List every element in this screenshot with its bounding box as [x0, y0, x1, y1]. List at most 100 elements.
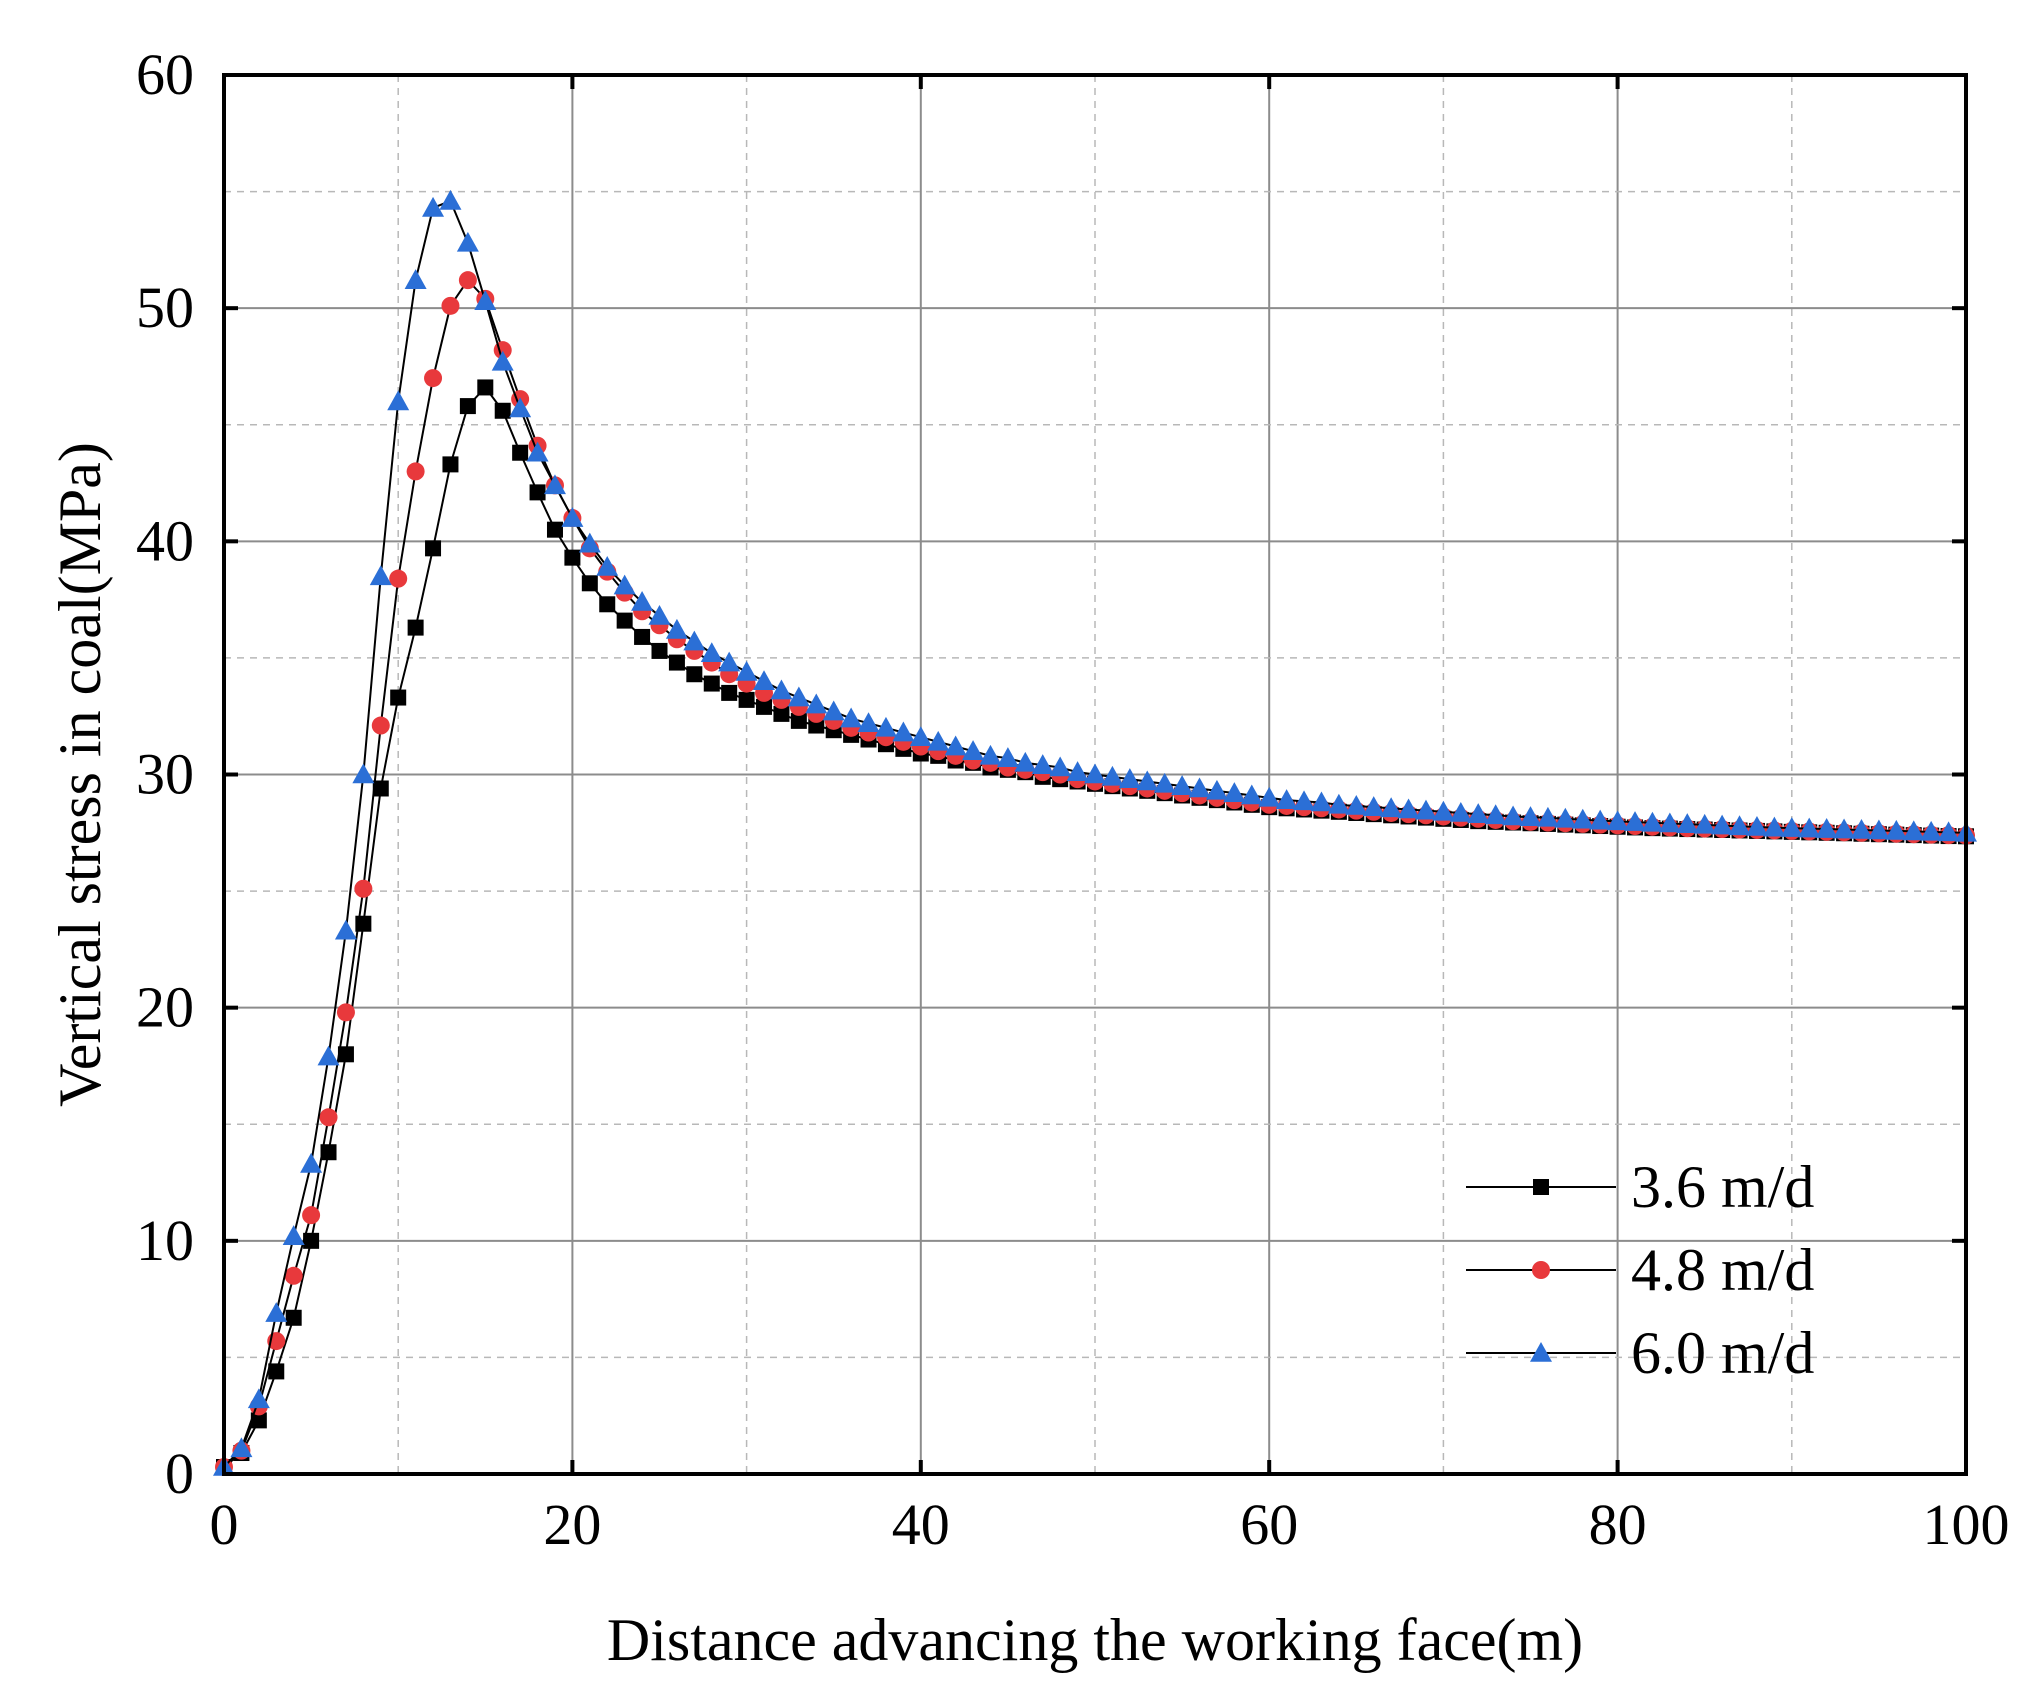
data-point [753, 670, 776, 691]
data-point [387, 390, 410, 411]
data-point [319, 1108, 338, 1127]
data-point [404, 269, 427, 289]
data-point [1275, 789, 1298, 809]
data-point [683, 630, 706, 651]
data-point [1589, 809, 1612, 830]
data-point [631, 590, 654, 611]
data-point [1937, 821, 1960, 842]
data-point [840, 707, 863, 728]
data-point [1223, 782, 1246, 802]
data-point [1397, 798, 1420, 819]
y-tick-label: 50 [136, 275, 194, 340]
data-point [1606, 810, 1629, 831]
data-point [458, 271, 477, 290]
series-layer [213, 189, 1977, 1477]
data-point [1815, 818, 1838, 838]
data-point [790, 712, 807, 729]
data-point [686, 666, 703, 683]
data-point [422, 196, 445, 217]
data-point [1449, 801, 1472, 822]
data-point [529, 484, 546, 501]
legend-item: 3.6 m/d [1466, 1154, 1814, 1220]
legend-marker [1532, 1261, 1550, 1279]
data-point [735, 660, 758, 681]
data-point [1745, 815, 1768, 836]
data-point [369, 565, 392, 586]
x-tick-label: 0 [210, 1492, 239, 1557]
data-point [459, 398, 476, 415]
data-point [491, 350, 514, 371]
data-point [302, 1206, 321, 1225]
data-point [1293, 790, 1316, 811]
data-point [1676, 813, 1699, 833]
data-point [564, 549, 581, 566]
data-point [247, 1388, 270, 1409]
data-point [439, 189, 462, 210]
data-point [1693, 813, 1716, 834]
data-point [805, 693, 828, 714]
x-axis-title: Distance advancing the working face(m) [607, 1607, 1583, 1673]
data-point [561, 507, 584, 527]
data-point [509, 397, 532, 418]
data-point [1049, 756, 1072, 777]
data-point [700, 642, 723, 663]
data-point [665, 618, 688, 639]
legend-label: 6.0 m/d [1631, 1320, 1814, 1386]
x-tick-label: 100 [1923, 1492, 2010, 1557]
data-point [1171, 775, 1194, 795]
data-point [441, 296, 460, 315]
y-tick-label: 20 [136, 975, 194, 1040]
data-point [390, 689, 407, 706]
x-tick-label: 40 [892, 1492, 950, 1557]
data-point [1310, 791, 1333, 812]
series-3 [213, 189, 1977, 1476]
data-point [1658, 812, 1681, 833]
data-point [1833, 818, 1856, 839]
data-point [651, 642, 668, 659]
data-point [1519, 806, 1542, 826]
data-point [599, 596, 616, 613]
data-point [1885, 819, 1908, 840]
data-point [1240, 784, 1263, 805]
legend-marker [1530, 1342, 1552, 1362]
data-point [320, 1144, 337, 1161]
tick-layer: 0 20 40 60 80 100 0 10 20 30 40 50 60 [136, 42, 2010, 1557]
data-point [371, 716, 390, 735]
data-point [352, 763, 375, 784]
data-point [773, 705, 790, 722]
legend-item: 4.8 m/d [1466, 1237, 1814, 1303]
y-tick-label: 30 [136, 742, 194, 807]
data-point [285, 1309, 302, 1326]
data-point [1780, 817, 1803, 837]
x-tick-label: 60 [1240, 1492, 1298, 1557]
data-point [494, 402, 511, 419]
data-point [1867, 819, 1890, 840]
data-point [442, 456, 459, 473]
data-point [1136, 770, 1159, 791]
data-point [738, 691, 755, 708]
data-point [317, 1045, 340, 1066]
data-point [284, 1266, 303, 1285]
data-point [1205, 779, 1228, 800]
x-tick-label: 20 [543, 1492, 601, 1557]
legend: 3.6 m/d 4.8 m/d 6.0 m/d [1466, 1154, 1814, 1386]
data-point [425, 540, 442, 557]
y-tick-label: 60 [136, 42, 194, 107]
data-point [944, 735, 967, 756]
data-point [282, 1225, 305, 1245]
data-point [512, 444, 529, 461]
data-point [962, 740, 985, 760]
data-point [303, 1232, 320, 1249]
data-point [1728, 815, 1751, 836]
data-point [1362, 796, 1385, 816]
data-point [265, 1302, 288, 1322]
data-point [1188, 777, 1211, 798]
data-point [1763, 816, 1786, 837]
data-point [996, 747, 1019, 767]
data-point [634, 628, 651, 645]
data-point [718, 651, 741, 672]
data-point [1798, 817, 1821, 838]
data-point [1641, 811, 1664, 832]
data-point [1031, 754, 1054, 774]
data-point [337, 1046, 354, 1063]
